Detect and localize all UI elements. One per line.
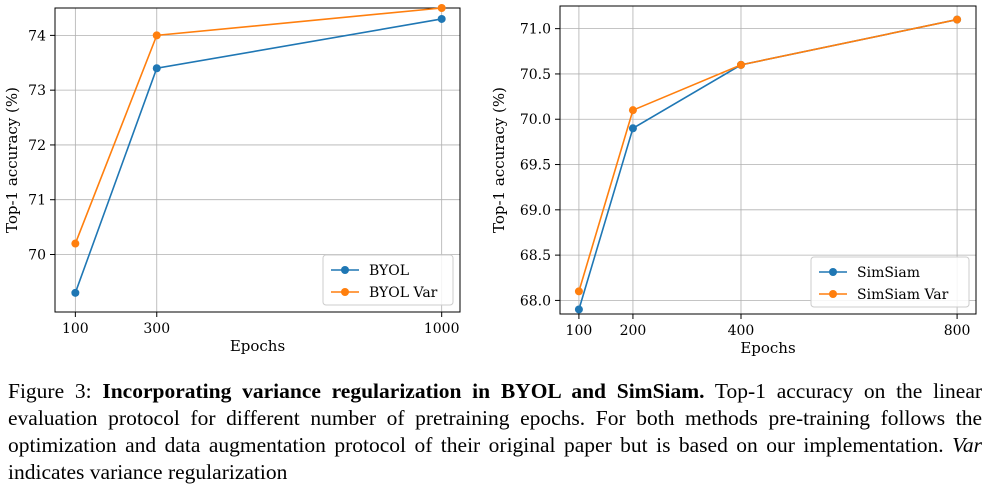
legend-label: BYOL Var [369,285,438,301]
y-tick-label: 71.0 [520,22,551,38]
caption-text: Top-1 accuracy on the linear evaluation … [8,379,983,457]
y-tick-label: 70.5 [520,67,551,83]
y-tick-label: 73 [28,83,46,99]
y-axis-label: Top-1 accuracy (%) [3,87,21,233]
legend-label: BYOL [369,263,409,279]
data-point [71,288,80,297]
x-tick-label: 300 [143,321,170,337]
y-axis-label: Top-1 accuracy (%) [490,87,508,233]
data-point [437,4,446,12]
chart-right: 100 200 400 800 68.0 68.5 69.0 69.5 70.0 70.5 71.0… [490,5,977,357]
y-tick-label: 71 [28,193,46,209]
legend-box [810,256,970,308]
legend-marker [829,268,837,276]
legend-marker [829,290,837,298]
data-point [574,305,583,314]
y-tick-label: 68.0 [520,293,551,309]
figure-caption: Figure 3: Incorporating variance regular… [8,378,982,486]
data-point [736,60,745,69]
caption-label: Figure 3: [8,379,92,403]
y-tick-label: 74 [28,28,46,44]
plot-frame [54,7,461,313]
series-line-byol-var [74,7,442,244]
data-point [953,15,962,24]
x-axis-label: Epochs [740,339,795,357]
x-tick-label: 1000 [424,321,460,337]
data-point [71,239,80,248]
chart-left: 100 300 1000 70 71 72 73 74 Epochs Top-1 accuracy… [3,4,461,355]
caption-title: Incorporating variance regularization in… [102,379,705,403]
x-tick-label: 800 [944,323,971,339]
data-point [628,106,637,115]
legend-label: SimSiam Var [857,287,949,303]
series-line-byol [74,18,442,294]
caption-var-text: indicates variance regularization [8,460,288,484]
series-line-simsiam-var [578,18,958,292]
x-tick-label: 100 [62,321,89,337]
x-tick-label: 400 [728,323,755,339]
x-tick-label: 100 [566,323,593,339]
data-point [628,124,637,133]
y-tick-label: 70.0 [520,112,551,128]
data-point [152,31,161,40]
data-point [437,14,446,23]
data-point [152,64,161,73]
caption-var-word: Var [952,433,982,457]
legend-marker [341,266,349,274]
legend: BYOL BYOL Var [322,254,454,306]
legend-marker [341,288,349,296]
plot-frame [559,5,977,315]
y-tick-label: 72 [28,138,46,154]
y-tick-label: 70 [28,247,46,263]
y-tick-label: 69.5 [520,158,551,174]
x-tick-label: 200 [620,323,647,339]
y-tick-label: 69.0 [520,203,551,219]
legend: SimSiam SimSiam Var [810,256,970,308]
x-axis-label: Epochs [230,337,285,355]
y-tick-label: 68.5 [520,248,551,264]
figure-charts: 100 300 1000 70 71 72 73 74 Epochs Top-1 accuracy… [3,4,977,357]
legend-label: SimSiam [857,265,920,281]
data-point [574,287,583,296]
